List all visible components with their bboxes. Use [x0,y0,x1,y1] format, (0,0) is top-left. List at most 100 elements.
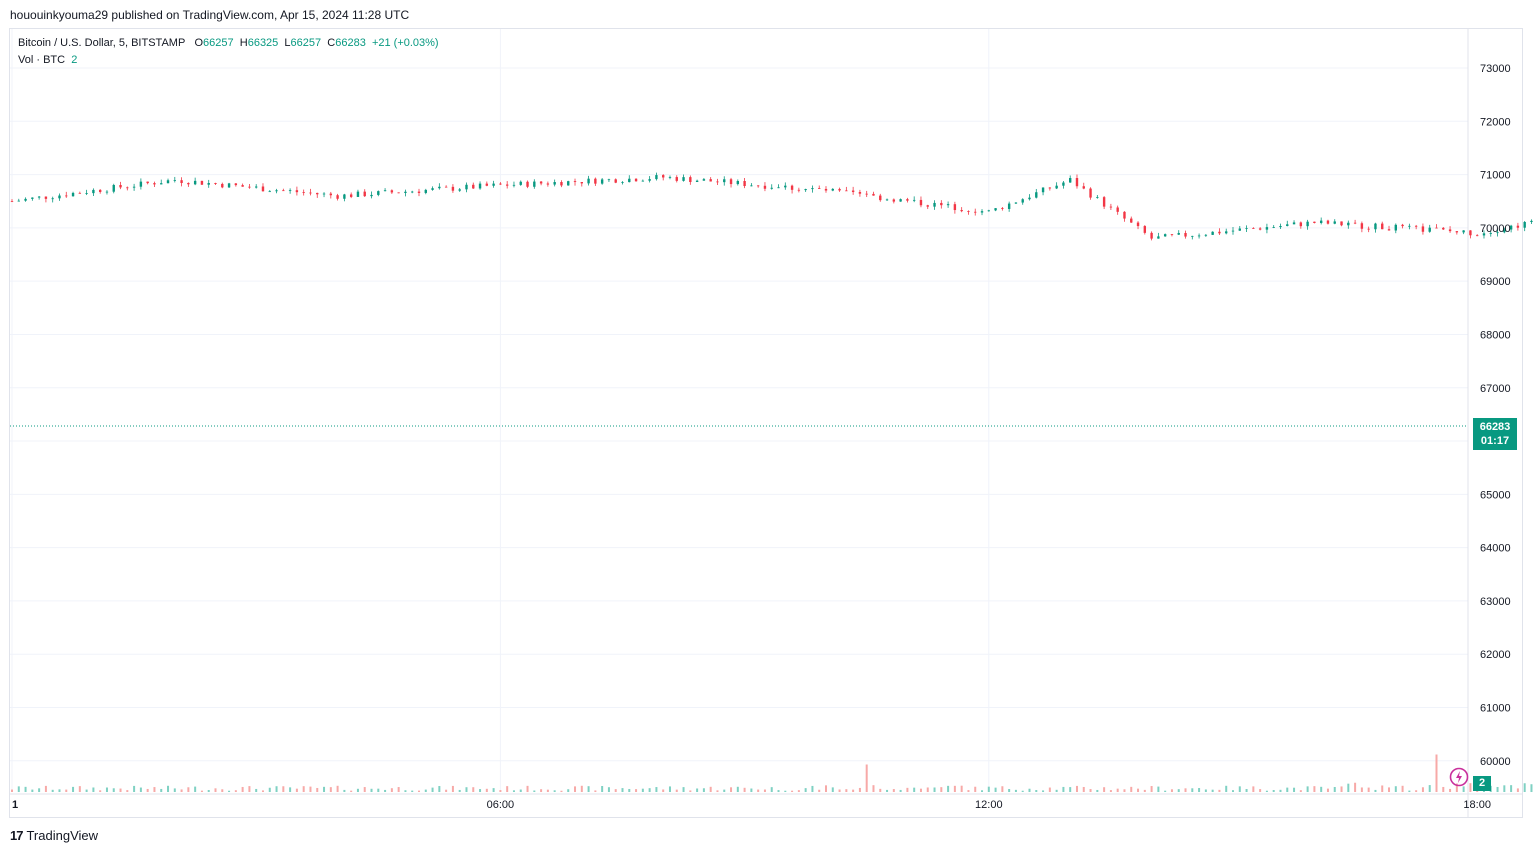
volume-bar [1516,788,1519,792]
candle-down [1102,197,1106,207]
candle-down [743,181,746,187]
candle-up [1069,178,1072,183]
volume-bar [1320,786,1323,792]
candle-up [207,183,210,185]
volume-bar [1306,786,1309,792]
volume-bar [1232,790,1234,792]
candle-up [885,199,889,201]
candle-down [960,210,963,212]
volume-bar [811,785,814,792]
volume-bar [1428,785,1431,792]
legend: Bitcoin / U.S. Dollar, 5, BITSTAMP O6625… [18,35,439,69]
volume-bar [947,785,950,792]
volume-bar [458,789,461,792]
candle-down [241,185,244,187]
volume-bar [72,786,75,792]
candle-down [1387,229,1391,231]
candle-up [1231,230,1235,232]
volume-bar [445,789,448,792]
footer[interactable]: 17 TradingView [10,828,98,843]
candle-up [1523,221,1526,228]
candle-down [634,178,638,182]
candle-down [675,177,678,181]
candle-up [628,178,631,183]
volume-bar [614,789,617,792]
volume-label[interactable]: Vol · BTC [18,54,66,66]
candle-up [600,179,604,184]
volume-bar [831,787,834,792]
candle-down [1313,221,1316,223]
volume-bar [594,790,597,792]
volume-bar [1008,788,1011,792]
volume-bar [390,788,393,792]
candle-down [797,189,801,191]
volume-bar [1265,790,1268,792]
candle-up [431,188,434,190]
volume-bar [44,785,47,792]
candle-up [946,204,950,206]
volume-bar [1469,783,1472,792]
volume-bar [329,787,332,792]
candle-up [933,202,936,207]
volume-bar [11,789,13,792]
candle-down [1421,226,1425,232]
volume-bar [275,786,278,792]
y-tick-label: 65000 [1480,489,1511,501]
candle-down [1136,222,1140,227]
volume-bar [940,787,943,792]
close-label: C [327,37,336,49]
volume-bar [709,786,712,792]
candle-down [1353,222,1357,224]
candle-down [1476,235,1479,237]
volume-bar [119,788,122,792]
volume-bar [1442,786,1445,792]
y-tick-label: 67000 [1480,383,1511,395]
candle-up [804,189,807,191]
candle-up [85,193,88,194]
volume-bar [173,788,176,792]
volume-bar [1123,789,1126,792]
volume-bar [241,786,244,792]
candle-up [519,181,522,185]
y-tick-label: 72000 [1480,116,1511,128]
low-label: L [284,37,291,49]
x-tick-label: 12:00 [975,799,1003,811]
lightning-alert-icon[interactable] [1449,767,1469,787]
volume-bar [601,786,604,792]
candle-down [248,186,251,188]
volume-bar [1048,787,1051,792]
y-tick-label: 63000 [1480,596,1511,608]
candle-up [1028,197,1031,200]
volume-bar [804,788,807,792]
volume-bar [1137,788,1140,792]
candle-down [1326,220,1330,224]
candle-up [17,200,20,202]
candle-down [187,182,190,185]
close-value: 66283 [335,37,366,49]
symbol-title[interactable]: Bitcoin / U.S. Dollar, 5, BITSTAMP [18,37,186,49]
volume-bar [797,790,800,792]
y-tick-label: 73000 [1480,63,1511,75]
candle-down [309,192,312,194]
volume-bar [200,790,203,792]
candle-down [756,185,760,187]
candle-up [587,178,590,184]
chart-area[interactable] [9,28,1523,818]
volume-bar [1014,789,1017,792]
volume-bar [58,789,61,792]
candle-up [811,188,814,190]
volume-bar [268,787,271,792]
y-tick-label: 64000 [1480,543,1511,555]
candle-down [1360,223,1364,229]
volume-bar [506,786,509,792]
candle-up [1333,221,1336,224]
candle-up [160,183,163,185]
volume-bar [1069,787,1072,792]
last-price-tag: 66283 01:17 [1473,417,1517,450]
candle-down [10,201,14,203]
candle-up [465,184,468,190]
candle-up [1509,225,1513,230]
candle-up [370,194,373,197]
volume-tag: 2 [1473,776,1491,791]
